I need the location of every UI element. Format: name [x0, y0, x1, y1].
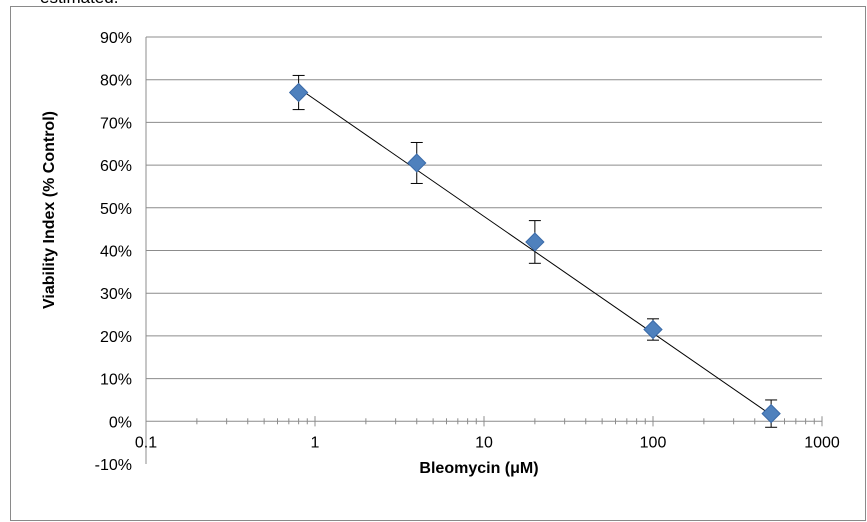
x-tick-label: 10 [475, 434, 493, 451]
tick-labels-layer: -10% 0% 10% 20% 30% 40% 50% 60% 70% 80% 90% 0.1 1 10 1… [95, 30, 840, 474]
gridlines [146, 36, 822, 380]
y-tick-label: 60% [100, 158, 132, 175]
y-tick-label: 90% [100, 30, 132, 47]
y-tick-label: 10% [100, 372, 132, 389]
x-axis-title: Bleomycin (μM) [419, 460, 538, 477]
diamond-marker [407, 153, 427, 173]
diamond-marker [761, 403, 781, 424]
y-axis-title: Viability Index (% Control) [41, 111, 58, 309]
y-tick-label: 20% [100, 329, 132, 346]
diamond-marker [525, 232, 545, 252]
y-tick-label: 0% [109, 414, 132, 431]
x-tick-label: 0.1 [135, 434, 157, 451]
x-tick-label: 1000 [804, 434, 840, 451]
data-point [643, 318, 663, 341]
y-tick-label: 80% [100, 73, 132, 90]
y-tick-label: 40% [100, 244, 132, 261]
data-points-layer [288, 74, 781, 428]
y-tick-label: 70% [100, 115, 132, 132]
viability-scatter-chart: -10% 0% 10% 20% 30% 40% 50% 60% 70% 80% 90% 0.1 1 10 1… [41, 30, 840, 477]
figure-caption-fragment: estimated. [40, 0, 118, 8]
y-tick-label: -10% [95, 457, 132, 474]
diamond-marker [643, 319, 663, 340]
chart-area: -10% 0% 10% 20% 30% 40% 50% 60% 70% 80% 90% 0.1 1 10 1… [10, 6, 866, 521]
x-tick-label: 1 [311, 434, 320, 451]
y-tick-label: 30% [100, 286, 132, 303]
data-point [761, 399, 781, 428]
x-tick-label: 100 [640, 434, 667, 451]
data-point [288, 74, 309, 111]
data-point [525, 220, 545, 264]
data-point [407, 141, 427, 184]
y-tick-label: 50% [100, 201, 132, 218]
axes [145, 37, 823, 464]
diamond-marker [288, 82, 309, 103]
